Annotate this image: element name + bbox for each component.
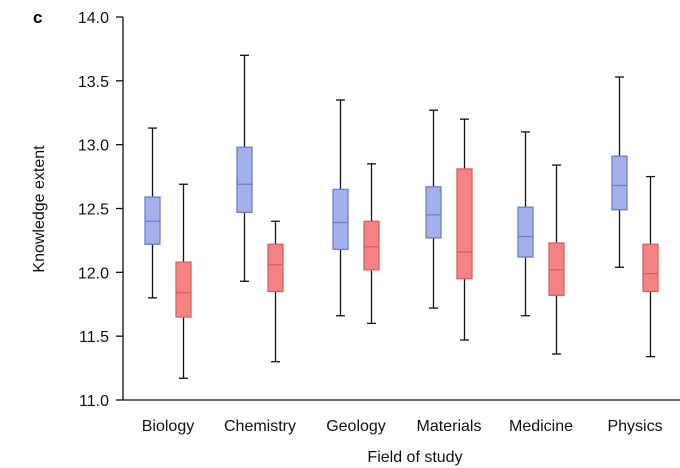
y-axis-title: Knowledge extent: [31, 145, 48, 273]
iqr-box: [456, 168, 473, 280]
iqr-box: [642, 243, 659, 293]
iqr-box: [425, 186, 442, 239]
iqr-box: [363, 220, 380, 271]
plot-area: [144, 54, 659, 379]
box-physics-series-2: [642, 175, 659, 358]
y-tick-label: 11.0: [79, 393, 109, 410]
y-tick-label: 12.0: [78, 265, 109, 282]
x-tick-label: Physics: [607, 418, 662, 435]
y-tick-label: 11.5: [79, 329, 109, 346]
box-materials-series-1: [425, 109, 442, 309]
box-biology-series-1: [144, 127, 161, 299]
iqr-box: [332, 188, 349, 251]
x-axis: Biology Chemistry Geology Materials Medicine…: [123, 399, 680, 435]
x-tick-label: Biology: [142, 418, 194, 435]
box-biology-series-2: [175, 183, 192, 379]
y-tick-label: 13.0: [78, 138, 109, 155]
iqr-box: [517, 206, 534, 258]
box-chemistry-series-1: [236, 54, 253, 282]
box-chemistry-series-2: [267, 220, 284, 363]
box-geology-series-2: [363, 163, 380, 325]
iqr-box: [236, 146, 253, 213]
x-tick-label: Chemistry: [224, 418, 296, 435]
box-geology-series-1: [332, 99, 349, 317]
iqr-box: [267, 243, 284, 293]
iqr-box: [611, 155, 628, 211]
y-axis: 11.0 11.5 12.0 12.5 13.0 13.5 14.0: [78, 10, 124, 410]
y-tick-label: 14.0: [78, 10, 109, 27]
box-medicine-series-1: [517, 131, 534, 317]
x-tick-label: Geology: [326, 418, 386, 435]
panel-label: c: [33, 8, 42, 27]
x-tick-label: Medicine: [509, 418, 573, 435]
box-physics-series-1: [611, 76, 628, 268]
box-materials-series-2: [456, 118, 473, 341]
x-tick-label: Materials: [417, 418, 482, 435]
y-tick-label: 13.5: [78, 74, 109, 91]
x-axis-title: Field of study: [367, 449, 462, 466]
y-tick-label: 12.5: [78, 202, 109, 219]
box-medicine-series-2: [548, 164, 565, 355]
iqr-box: [175, 261, 192, 318]
